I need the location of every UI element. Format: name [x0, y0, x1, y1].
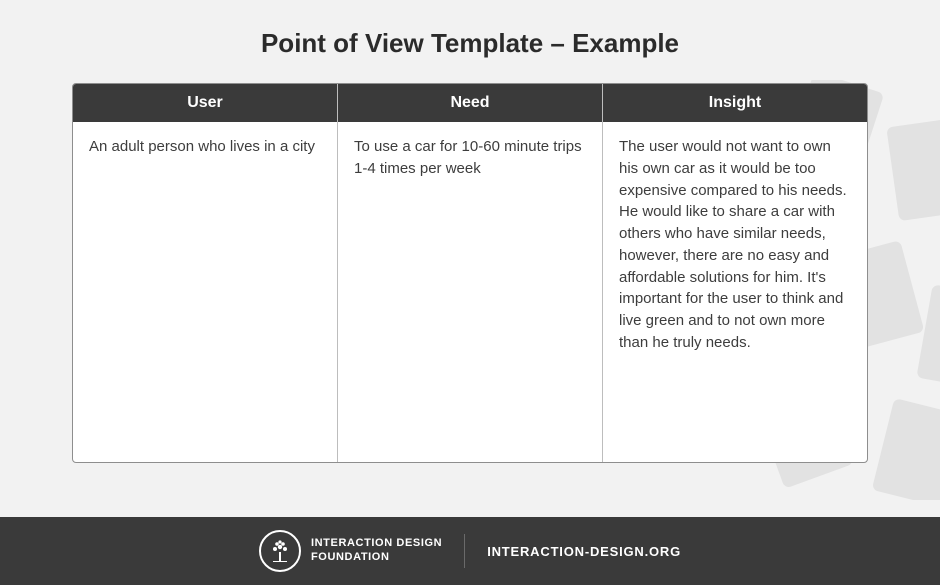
col-header-user: User: [73, 84, 337, 122]
content-container: Point of View Template – Example User An…: [0, 0, 940, 463]
col-insight: Insight The user would not want to own h…: [602, 84, 867, 462]
col-body-insight: The user would not want to own his own c…: [603, 122, 867, 462]
footer-logo: INTERACTION DESIGN FOUNDATION: [259, 530, 442, 572]
tree-icon: [259, 530, 301, 572]
footer-org-line2: FOUNDATION: [311, 551, 442, 565]
col-body-need: To use a car for 10-60 minute trips 1-4 …: [338, 122, 602, 462]
footer-org-line1: INTERACTION DESIGN: [311, 537, 442, 551]
footer-org-name: INTERACTION DESIGN FOUNDATION: [311, 537, 442, 565]
footer: INTERACTION DESIGN FOUNDATION INTERACTIO…: [0, 517, 940, 585]
col-body-user: An adult person who lives in a city: [73, 122, 337, 462]
footer-separator: [464, 534, 465, 568]
page-title: Point of View Template – Example: [72, 28, 868, 59]
col-user: User An adult person who lives in a city: [73, 84, 337, 462]
footer-url: INTERACTION-DESIGN.ORG: [487, 544, 681, 559]
col-need: Need To use a car for 10-60 minute trips…: [337, 84, 602, 462]
col-header-need: Need: [338, 84, 602, 122]
col-header-insight: Insight: [603, 84, 867, 122]
pov-table: User An adult person who lives in a city…: [72, 83, 868, 463]
